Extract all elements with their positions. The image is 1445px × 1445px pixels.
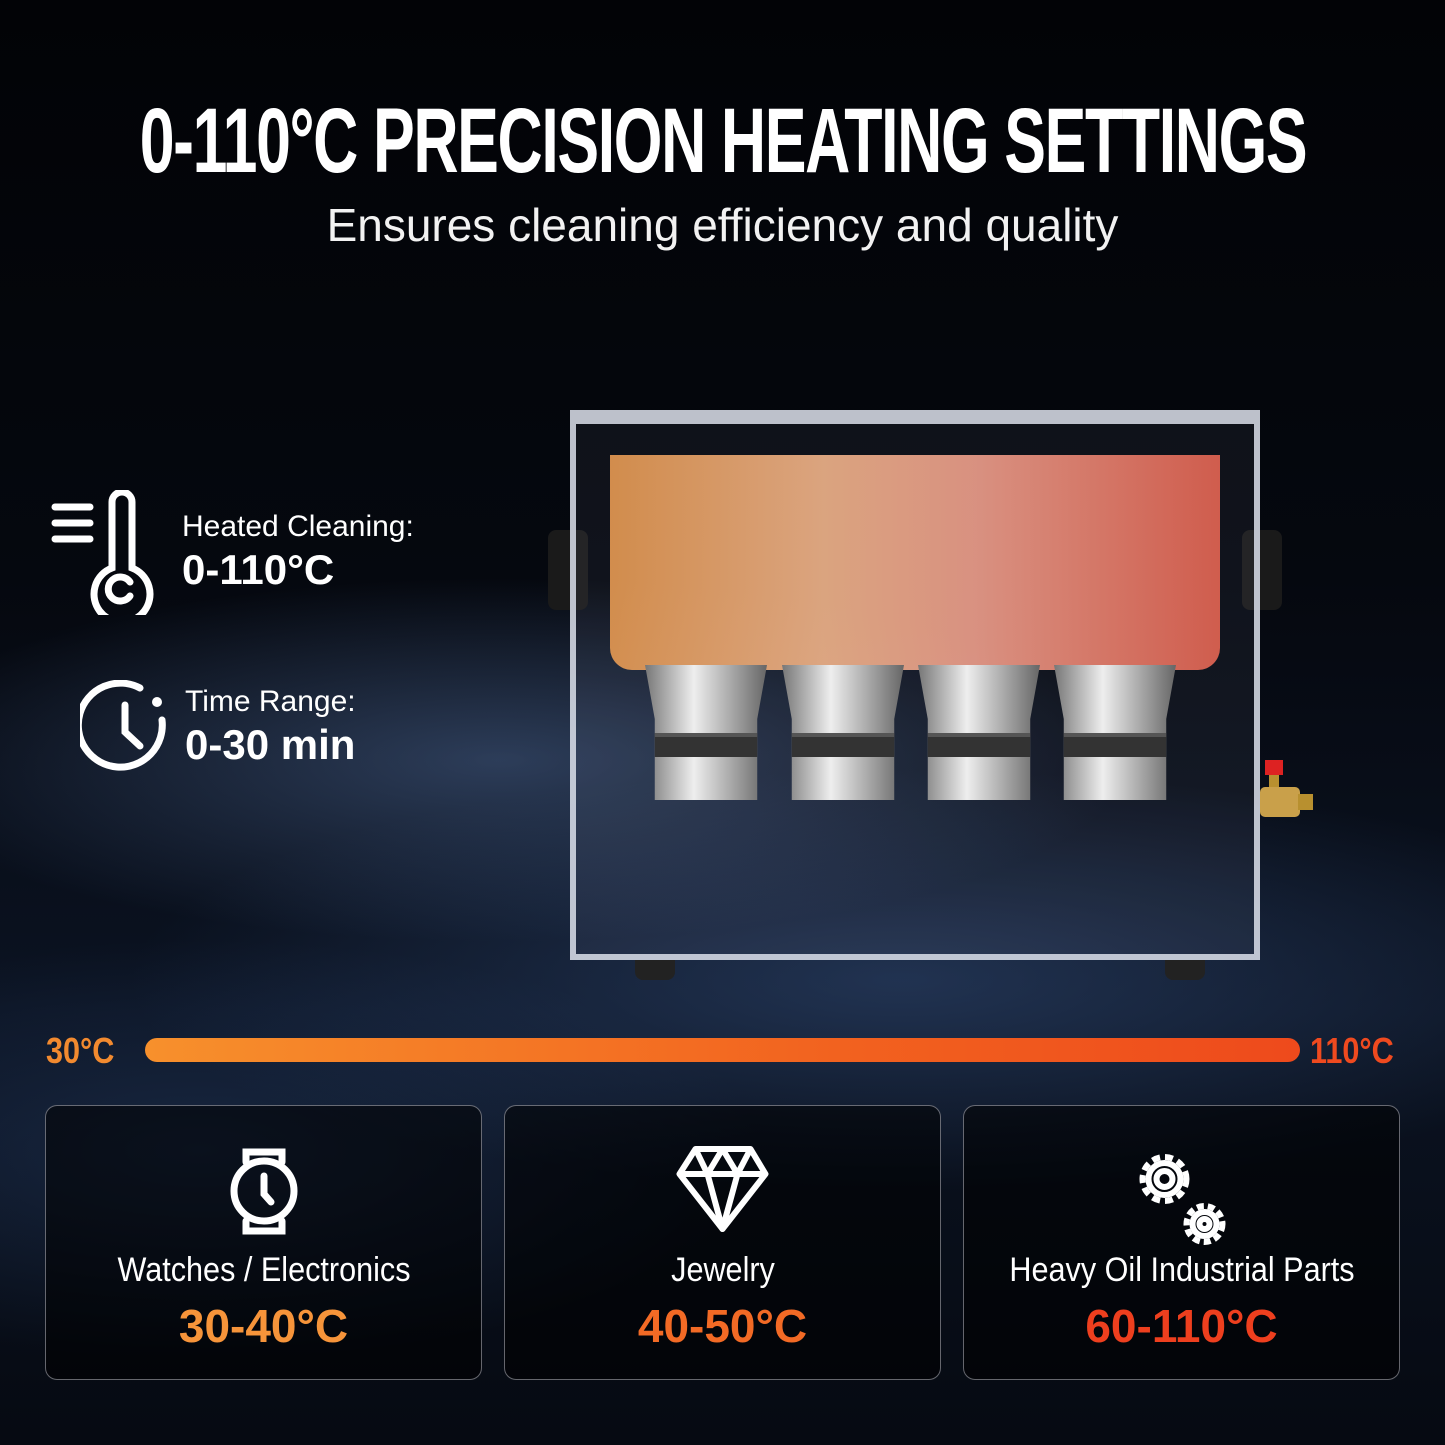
watch-icon	[230, 1148, 297, 1235]
ultrasonic-cleaner-image	[548, 410, 1313, 980]
card-label: Jewelry	[670, 1251, 775, 1289]
card-industrial-parts: Heavy Oil Industrial Parts 60-110°C	[963, 1105, 1400, 1380]
card-temperature: 60-110°C	[1085, 1300, 1278, 1352]
feature-label: Time Range:	[185, 685, 356, 719]
feature-value: 0-30 min	[185, 721, 356, 769]
scale-min-label: 30°C	[46, 1030, 115, 1071]
timer-icon	[80, 680, 166, 771]
tank-foot	[1165, 960, 1205, 980]
page-subtitle: Ensures cleaning efficiency and quality	[326, 199, 1119, 251]
feature-label: Heated Cleaning:	[182, 510, 414, 544]
handle-right	[1242, 530, 1282, 610]
card-label: Heavy Oil Industrial Parts	[1008, 1251, 1355, 1289]
temperature-scale: 30°C 110°C	[0, 1030, 1445, 1071]
card-temperature: 40-50°C	[637, 1300, 808, 1352]
card-temperature: 30-40°C	[178, 1300, 349, 1352]
transducer	[782, 665, 904, 800]
temperature-gradient-bar	[145, 1038, 1300, 1062]
drain-valve-icon	[1260, 760, 1313, 817]
handle-left	[548, 530, 588, 610]
transducer	[918, 665, 1040, 800]
diamond-icon	[676, 1146, 768, 1232]
card-label: Watches / Electronics	[116, 1251, 411, 1289]
page-title: 0-110°C PRECISION HEATING SETTINGS	[139, 90, 1307, 192]
feature-time-range: Time Range: 0-30 min	[80, 680, 356, 775]
tank-foot	[635, 960, 675, 980]
feature-value: 0-110°C	[182, 546, 335, 594]
feature-heated-cleaning: Heated Cleaning: 0-110°C	[50, 490, 414, 615]
scale-max-label: 110°C	[1310, 1030, 1394, 1071]
card-jewelry: Jewelry 40-50°C	[504, 1105, 941, 1380]
thermometer-icon	[51, 490, 154, 615]
gears-icon	[1139, 1154, 1225, 1245]
transducer	[1054, 665, 1176, 800]
tank-water	[610, 455, 1220, 670]
card-watches: Watches / Electronics 30-40°C	[45, 1105, 482, 1380]
transducer	[645, 665, 767, 800]
